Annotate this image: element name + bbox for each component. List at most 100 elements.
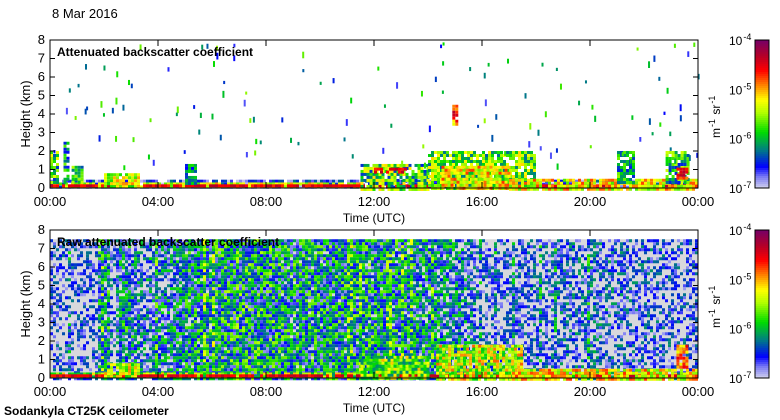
heatmap-cell <box>254 353 257 357</box>
heatmap-cell <box>476 157 479 160</box>
heatmap-cell <box>185 181 188 185</box>
heatmap-cell <box>101 302 104 306</box>
heatmap-cell <box>489 183 493 187</box>
heatmap-cell <box>110 266 113 270</box>
heatmap-cell <box>623 169 626 172</box>
heatmap-cell <box>56 269 59 273</box>
heatmap-cell <box>152 239 155 243</box>
heatmap-cell <box>221 314 224 318</box>
heatmap-cell <box>200 356 203 360</box>
heatmap-cell <box>56 287 59 291</box>
colorbar-swatch <box>755 48 769 51</box>
heatmap-cell <box>170 293 173 297</box>
heatmap-cell <box>134 314 137 318</box>
heatmap-cell <box>245 368 248 372</box>
heatmap-cell <box>245 317 248 321</box>
heatmap-cell <box>218 323 221 327</box>
heatmap-cell <box>194 302 197 306</box>
heatmap-cell <box>92 284 95 288</box>
heatmap-cell <box>167 368 170 372</box>
heatmap-cell <box>230 317 233 321</box>
heatmap-cell <box>248 323 251 327</box>
heatmap-cell <box>206 359 209 363</box>
heatmap-cell <box>255 138 258 145</box>
heatmap-cell <box>245 275 248 279</box>
heatmap-cell <box>254 272 257 276</box>
heatmap-cell <box>375 184 379 188</box>
heatmap-cell <box>170 377 173 381</box>
heatmap-cell <box>251 299 254 303</box>
heatmap-cell <box>366 178 370 182</box>
heatmap-cell <box>263 179 266 183</box>
heatmap-cell <box>185 347 188 351</box>
heatmap-cell <box>155 347 158 351</box>
heatmap-cell <box>236 341 239 345</box>
heatmap-cell <box>665 184 668 188</box>
heatmap-cell <box>101 239 104 243</box>
heatmap-cell <box>495 177 499 181</box>
heatmap-cell <box>239 254 242 258</box>
heatmap-cell <box>194 178 197 182</box>
heatmap-cell <box>188 266 191 270</box>
heatmap-cell <box>179 311 182 315</box>
heatmap-cell <box>149 323 152 327</box>
heatmap-cell <box>123 165 126 171</box>
heatmap-cell <box>86 362 89 366</box>
heatmap-cell <box>211 113 214 120</box>
heatmap-cell <box>417 175 421 179</box>
heatmap-cell <box>125 320 128 324</box>
heatmap-cell <box>119 296 122 300</box>
heatmap-cell <box>483 177 487 181</box>
heatmap-cell <box>212 281 215 285</box>
heatmap-cell <box>122 254 125 258</box>
heatmap-cell <box>164 350 167 354</box>
heatmap-cell <box>230 359 233 363</box>
heatmap-cell <box>408 178 412 182</box>
heatmap-cell <box>584 80 587 84</box>
heatmap-cell <box>107 356 110 360</box>
heatmap-cell <box>251 323 254 327</box>
heatmap-cell <box>137 317 140 321</box>
heatmap-cell <box>686 163 690 166</box>
heatmap-cell <box>242 287 245 291</box>
heatmap-cell <box>110 179 113 183</box>
heatmap-cell <box>128 242 131 246</box>
heatmap-cell <box>59 263 62 267</box>
heatmap-cell <box>233 326 236 330</box>
heatmap-cell <box>59 257 62 261</box>
heatmap-cell <box>524 184 527 187</box>
heatmap-cell <box>164 293 167 297</box>
heatmap-cell <box>623 172 626 175</box>
heatmap-cell <box>420 178 424 182</box>
heatmap-cell <box>393 163 397 167</box>
heatmap-cell <box>578 178 581 182</box>
heatmap-cell <box>251 290 254 294</box>
heatmap-cell <box>62 290 65 294</box>
heatmap-cell <box>74 278 77 282</box>
heatmap-cell <box>83 329 86 333</box>
heatmap-cell <box>248 299 251 303</box>
heatmap-cell <box>116 182 119 186</box>
heatmap-cell <box>107 278 110 282</box>
colorbar-swatch <box>755 158 769 161</box>
heatmap-cell <box>122 242 125 246</box>
heatmap-cell <box>191 260 194 264</box>
heatmap-cell <box>167 317 170 321</box>
heatmap-cell <box>176 308 179 312</box>
heatmap-cell <box>80 182 83 186</box>
heatmap-cell <box>335 179 338 183</box>
heatmap-cell <box>260 179 263 183</box>
heatmap-cell <box>248 284 251 288</box>
heatmap-cell <box>89 368 92 372</box>
heatmap-cell <box>194 335 197 339</box>
heatmap-cell <box>545 178 548 182</box>
heatmap-cell <box>203 251 206 255</box>
heatmap-cell <box>245 245 248 249</box>
heatmap-cell <box>200 365 203 369</box>
heatmap-cell <box>74 263 77 267</box>
heatmap-cell <box>212 323 215 327</box>
heatmap-cell <box>152 359 155 363</box>
heatmap-cell <box>281 179 284 183</box>
heatmap-cell <box>206 257 209 261</box>
heatmap-cell <box>185 338 188 342</box>
